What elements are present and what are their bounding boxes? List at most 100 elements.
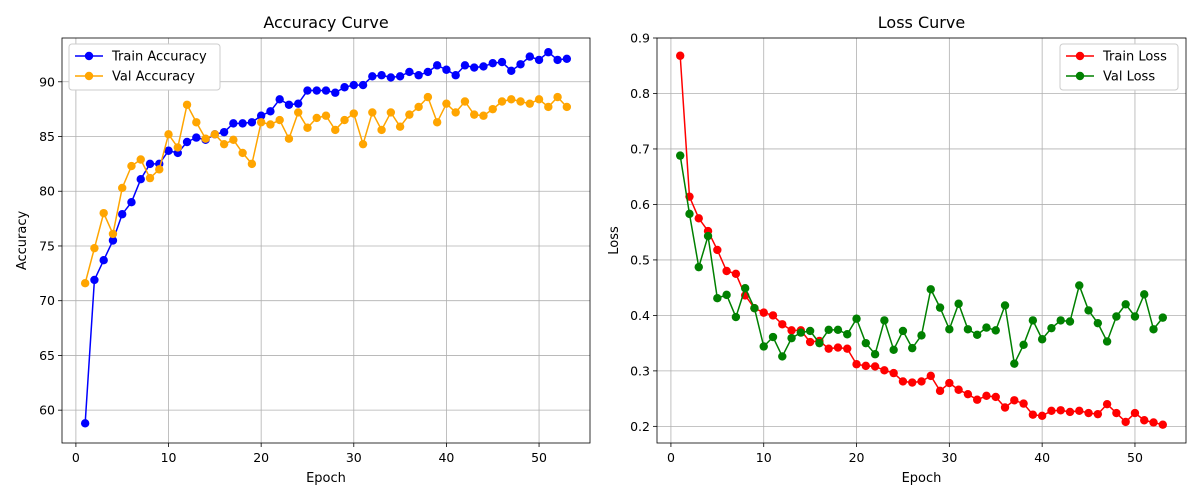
data-point — [908, 378, 917, 387]
data-point — [1102, 399, 1112, 409]
data-point — [1158, 313, 1168, 322]
data-point — [824, 325, 833, 335]
legend-marker — [84, 51, 94, 61]
data-point — [488, 104, 497, 114]
legend-item: Val Loss — [1066, 70, 1155, 85]
data-point — [451, 108, 460, 117]
y-tick-label: 0.2 — [630, 419, 650, 434]
y-tick-label: 0.4 — [630, 308, 650, 323]
data-point — [108, 229, 118, 239]
data-point — [870, 362, 880, 371]
x-tick-label: 50 — [531, 450, 547, 465]
data-point — [562, 54, 572, 63]
data-point — [118, 183, 127, 193]
data-point — [945, 325, 954, 334]
data-point — [219, 139, 229, 149]
data-point — [395, 72, 405, 81]
data-point — [954, 385, 963, 394]
data-point — [1084, 306, 1093, 315]
data-point — [1019, 340, 1028, 349]
data-point — [759, 308, 768, 317]
data-point — [1047, 406, 1056, 416]
data-point — [275, 115, 284, 125]
legend-marker — [1075, 51, 1085, 61]
plot-frame — [656, 37, 1187, 444]
data-point — [99, 208, 108, 218]
data-point — [1140, 416, 1149, 425]
data-point — [470, 110, 479, 119]
data-point — [145, 173, 155, 183]
data-point — [778, 352, 787, 361]
legend-label: Train Loss — [1102, 50, 1167, 65]
legend-label: Val Accuracy — [112, 70, 195, 85]
data-point — [880, 316, 889, 325]
data-point — [238, 148, 247, 158]
y-tick-label: 85 — [39, 129, 55, 144]
x-tick-label: 40 — [1034, 450, 1050, 465]
data-point — [182, 100, 192, 109]
data-point — [414, 71, 423, 80]
data-point — [99, 256, 108, 265]
data-point — [553, 92, 562, 102]
data-point — [676, 151, 685, 160]
data-point — [1112, 408, 1121, 418]
data-point — [917, 331, 926, 340]
x-tick-label: 30 — [941, 450, 957, 465]
data-point — [963, 325, 973, 334]
data-point — [787, 333, 796, 343]
data-point — [1149, 325, 1158, 334]
x-tick-label: 50 — [1127, 450, 1143, 465]
data-point — [731, 312, 741, 322]
data-point — [516, 97, 525, 106]
data-point — [833, 325, 843, 335]
data-point — [201, 134, 210, 143]
data-point — [1158, 420, 1168, 429]
data-point — [972, 395, 982, 404]
data-point — [778, 320, 787, 329]
data-point — [1056, 316, 1065, 325]
data-point — [266, 120, 275, 129]
y-tick-label: 0.9 — [630, 31, 650, 46]
data-point — [1130, 408, 1140, 418]
x-tick-label: 20 — [253, 450, 269, 465]
data-point — [219, 127, 229, 137]
data-point — [889, 368, 898, 378]
legend-marker — [84, 71, 94, 81]
data-point — [843, 330, 852, 339]
data-point — [247, 159, 257, 169]
data-point — [507, 66, 516, 76]
y-tick-label: 0.6 — [630, 197, 650, 212]
data-point — [722, 266, 731, 276]
x-tick-label: 40 — [438, 450, 454, 465]
data-point — [423, 92, 433, 102]
data-point — [1028, 410, 1038, 419]
x-axis-label: Epoch — [306, 471, 346, 486]
plot-frame — [61, 37, 591, 444]
data-point — [247, 118, 257, 127]
legend-label: Train Accuracy — [111, 50, 207, 65]
data-point — [740, 284, 750, 293]
data-point — [442, 99, 451, 108]
y-tick-label: 0.5 — [630, 252, 650, 267]
data-point — [284, 134, 294, 143]
data-point — [497, 97, 507, 106]
data-point — [164, 130, 173, 139]
data-point — [349, 109, 358, 118]
data-point — [321, 86, 331, 95]
data-point — [731, 269, 741, 278]
data-point — [136, 155, 145, 164]
data-point — [238, 119, 247, 128]
y-tick-label: 75 — [39, 238, 55, 253]
data-point — [164, 146, 173, 155]
data-point — [722, 290, 731, 300]
data-point — [275, 95, 284, 104]
data-point — [423, 67, 433, 77]
data-point — [1019, 399, 1028, 408]
data-point — [488, 58, 497, 68]
data-point — [544, 48, 553, 57]
data-point — [451, 71, 460, 80]
loss-chart: Loss Curve Epoch Loss 0 10 20 30 40 50 0.2 0.3 0… — [607, 13, 1187, 486]
data-point — [685, 209, 694, 219]
data-point — [935, 303, 945, 312]
accuracy-chart: Accuracy Curve Epoch Accuracy 0 10 20 30 40 5… — [15, 13, 591, 486]
